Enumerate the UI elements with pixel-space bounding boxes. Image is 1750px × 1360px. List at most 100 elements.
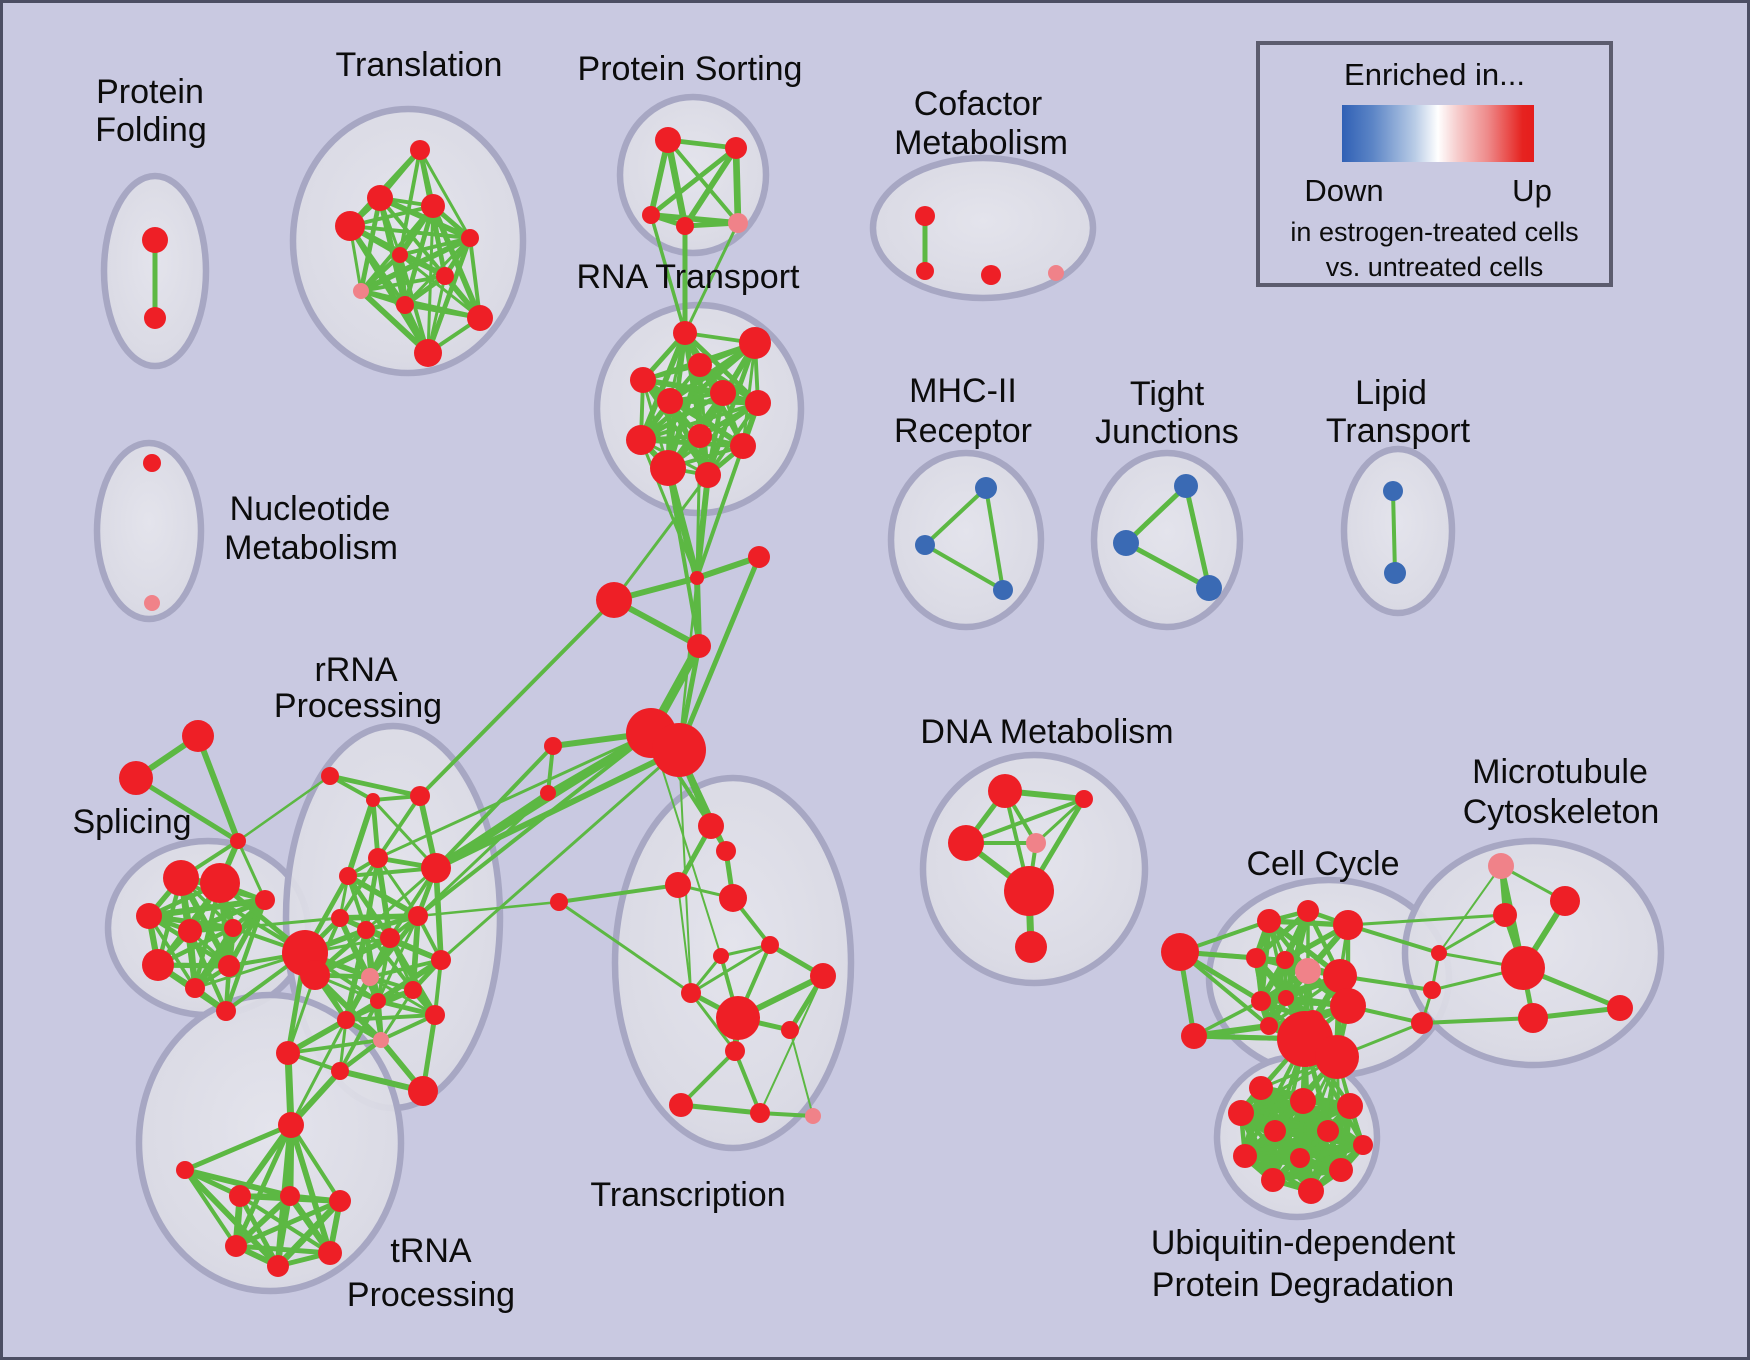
edge (347, 223, 431, 356)
red-gene-set-node (725, 137, 747, 159)
cluster-label-microtubule-cytoskeleton: Microtubule (1472, 753, 1648, 791)
red-gene-set-node (461, 229, 479, 247)
red-gene-set-node (144, 307, 166, 329)
red-gene-set-node (810, 963, 836, 989)
red-gene-set-node (781, 1021, 799, 1039)
red-gene-set-node (1278, 990, 1294, 1006)
legend-down-label: Down (1304, 173, 1384, 208)
red-gene-set-node (916, 262, 934, 280)
edge (418, 598, 616, 798)
cluster-label-rrna-processing: Processing (274, 687, 442, 725)
red-gene-set-node (200, 863, 240, 903)
edge (288, 1122, 333, 1256)
edge (233, 1122, 294, 1249)
cluster-label-lipid-transport: Lipid (1355, 374, 1427, 412)
pink-gene-set-node (373, 1032, 389, 1048)
red-gene-set-node (650, 450, 686, 486)
edge (1178, 950, 1271, 1028)
red-gene-set-node (652, 723, 706, 777)
red-gene-set-node (276, 1041, 300, 1065)
red-gene-set-node (119, 761, 153, 795)
edge (638, 330, 688, 443)
edge (666, 138, 740, 225)
red-gene-set-node (408, 906, 428, 926)
red-gene-set-node (230, 833, 246, 849)
red-gene-set-node (278, 1112, 304, 1138)
red-gene-set-node (392, 247, 408, 263)
edge (677, 884, 692, 994)
red-gene-set-node (948, 825, 984, 861)
cluster-label-mhc-ii-receptor: Receptor (894, 412, 1032, 450)
pink-gene-set-node (1295, 958, 1321, 984)
red-gene-set-node (404, 981, 422, 999)
edge (732, 144, 742, 227)
red-gene-set-node (1337, 1093, 1363, 1119)
red-gene-set-node (1276, 951, 1294, 969)
edge (1183, 483, 1212, 591)
cluster-label-splicing: Splicing (72, 803, 191, 841)
edge (236, 774, 332, 843)
red-gene-set-node (642, 206, 660, 224)
red-gene-set-node (1317, 1120, 1339, 1142)
red-gene-set-node (367, 185, 393, 211)
red-gene-set-node (688, 353, 712, 377)
edge (182, 1167, 293, 1199)
edge (639, 438, 699, 580)
edge (695, 444, 745, 580)
red-gene-set-node (396, 296, 414, 314)
red-gene-set-node (730, 433, 756, 459)
pink-gene-set-node (1026, 833, 1046, 853)
red-gene-set-node (1329, 1158, 1353, 1182)
edge (557, 900, 693, 995)
edge (682, 145, 739, 229)
edge (376, 794, 422, 860)
edge (923, 486, 988, 547)
red-gene-set-node (1257, 909, 1281, 933)
edge (233, 1198, 343, 1249)
red-gene-set-node (280, 1186, 300, 1206)
cluster-bubble-transcription (611, 774, 855, 1152)
pink-gene-set-node (361, 968, 379, 986)
red-gene-set-node (1607, 995, 1633, 1021)
edge (289, 1123, 342, 1203)
edge (1438, 865, 1502, 954)
blue-gene-set-node (1174, 474, 1198, 498)
edge (345, 873, 421, 919)
edge (984, 486, 1005, 592)
red-gene-set-node (185, 978, 205, 998)
cluster-bubble-nucleotide-metabolism (93, 439, 205, 623)
edge (223, 897, 268, 1014)
red-gene-set-node (366, 793, 380, 807)
red-gene-set-node (1249, 1076, 1273, 1100)
pink-gene-set-node (805, 1108, 821, 1124)
red-gene-set-node (1550, 886, 1580, 916)
red-gene-set-node (681, 983, 701, 1003)
red-gene-set-node (357, 921, 375, 939)
cluster-label-protein-folding: Folding (95, 111, 207, 149)
red-gene-set-node (761, 936, 779, 954)
blue-gene-set-node (993, 580, 1013, 600)
edge (425, 235, 473, 356)
red-gene-set-node (1290, 1148, 1310, 1168)
blue-gene-set-node (1384, 562, 1406, 584)
red-gene-set-node (690, 571, 704, 585)
edge (345, 797, 376, 879)
red-gene-set-node (544, 737, 562, 755)
edge (789, 1029, 814, 1117)
red-gene-set-node (408, 1076, 438, 1106)
cluster-label-nucleotide-metabolism: Nucleotide (230, 490, 391, 528)
cluster-label-rna-transport: RNA Transport (577, 258, 801, 296)
red-gene-set-node (1493, 903, 1517, 927)
edge (648, 145, 739, 218)
red-gene-set-node (626, 425, 656, 455)
red-gene-set-node (1298, 1178, 1324, 1204)
red-gene-set-node (1297, 900, 1319, 922)
edge (237, 1193, 281, 1269)
cluster-label-microtubule-cytoskeleton: Cytoskeleton (1463, 793, 1660, 831)
edge (1391, 489, 1397, 575)
edge (368, 958, 443, 979)
red-gene-set-node (143, 454, 161, 472)
edge (371, 798, 438, 870)
edge (398, 253, 482, 320)
